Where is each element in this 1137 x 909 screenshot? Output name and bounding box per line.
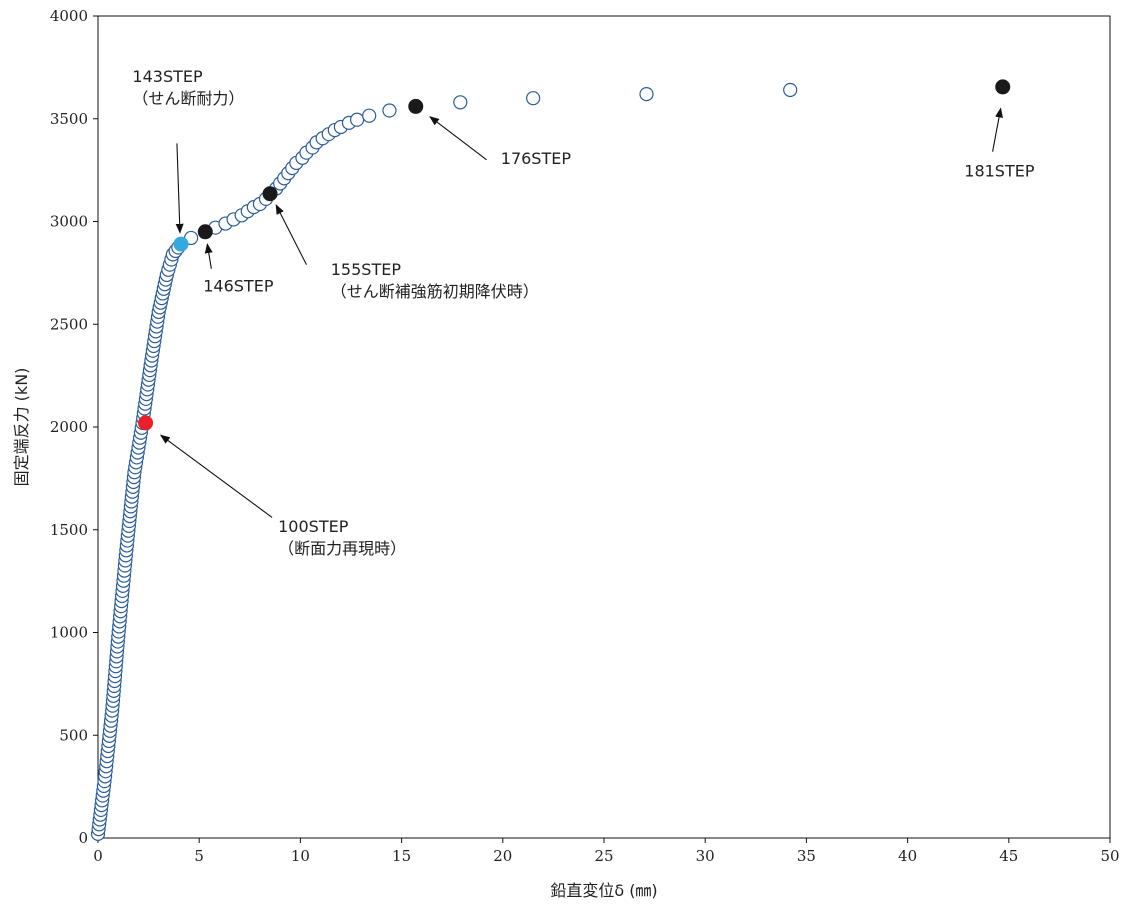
highlight-point bbox=[408, 98, 424, 114]
data-point bbox=[639, 86, 654, 102]
y-tick-label: 2500 bbox=[50, 315, 88, 333]
x-tick-label: 40 bbox=[898, 847, 917, 865]
highlight-point bbox=[197, 224, 213, 240]
y-tick-label: 1000 bbox=[50, 624, 88, 642]
plot-area bbox=[97, 15, 1111, 839]
data-point bbox=[349, 112, 365, 127]
annotation: 181STEP bbox=[964, 107, 1035, 180]
y-tick-label: 3000 bbox=[50, 213, 88, 231]
annotation-label: 181STEP bbox=[964, 161, 1035, 180]
y-axis-label: 固定端反力 (kN) bbox=[12, 368, 31, 487]
annotation-arrow bbox=[992, 107, 1003, 152]
annotation-label: 146STEP bbox=[203, 276, 274, 295]
annotation-label: 100STEP bbox=[278, 517, 349, 536]
data-point bbox=[453, 95, 468, 110]
y-tick-label: 500 bbox=[59, 726, 88, 744]
annotation: 176STEP bbox=[429, 116, 572, 168]
x-tick-label: 10 bbox=[291, 847, 310, 865]
annotation-arrow bbox=[204, 243, 213, 269]
annotation-label: （せん断耐力） bbox=[132, 89, 244, 108]
x-axis-label: 鉛直変位δ (㎜) bbox=[550, 881, 657, 900]
annotation-label: 176STEP bbox=[501, 149, 572, 168]
x-tick-label: 30 bbox=[696, 847, 715, 865]
annotation: 143STEP （せん断耐力） bbox=[132, 67, 244, 234]
annotation-arrow bbox=[159, 434, 273, 518]
annotation-arrow bbox=[275, 204, 307, 265]
data-point bbox=[526, 91, 541, 106]
annotation-label: 143STEP bbox=[132, 67, 203, 86]
highlight-point bbox=[173, 236, 189, 252]
annotation: 155STEP （せん断補強筋初期降伏時） bbox=[275, 204, 539, 301]
annotation: 146STEP bbox=[203, 243, 274, 295]
x-tick-label: 25 bbox=[594, 847, 613, 865]
series-points bbox=[90, 79, 1010, 841]
annotation-label: 155STEP bbox=[331, 260, 402, 279]
y-tick-label: 4000 bbox=[50, 7, 88, 25]
x-axis-ticks: 0 5 10 15 20 25 30 35 40 45 50 bbox=[93, 838, 1120, 865]
highlight-point bbox=[995, 79, 1011, 95]
x-tick-label: 5 bbox=[194, 847, 204, 865]
highlight-point bbox=[138, 415, 154, 431]
highlight-point bbox=[262, 186, 278, 202]
annotation-label: （断面力再現時） bbox=[278, 539, 406, 558]
y-tick-label: 0 bbox=[78, 829, 88, 847]
y-tick-label: 1500 bbox=[50, 521, 88, 539]
annotation-arrow bbox=[429, 116, 487, 161]
annotation-arrow bbox=[175, 143, 184, 234]
y-tick-label: 3500 bbox=[50, 110, 88, 128]
annotation: 100STEP （断面力再現時） bbox=[159, 434, 406, 558]
data-point bbox=[382, 103, 397, 118]
x-tick-label: 50 bbox=[1100, 847, 1119, 865]
y-axis-ticks: 0 500 1000 1500 2000 2500 3000 3500 4000 bbox=[50, 7, 98, 847]
y-tick-label: 2000 bbox=[50, 418, 88, 436]
highlight-points bbox=[138, 79, 1011, 431]
x-tick-label: 45 bbox=[999, 847, 1018, 865]
x-tick-label: 15 bbox=[392, 847, 411, 865]
annotations: 143STEP （せん断耐力） 146STEP 155STEP （せん断補強筋初期降伏時… bbox=[132, 67, 1034, 558]
x-tick-label: 20 bbox=[493, 847, 512, 865]
data-point bbox=[362, 108, 377, 123]
x-tick-label: 35 bbox=[797, 847, 816, 865]
data-point bbox=[783, 82, 798, 98]
annotation-label: （せん断補強筋初期降伏時） bbox=[331, 282, 539, 301]
x-tick-label: 0 bbox=[93, 847, 103, 865]
